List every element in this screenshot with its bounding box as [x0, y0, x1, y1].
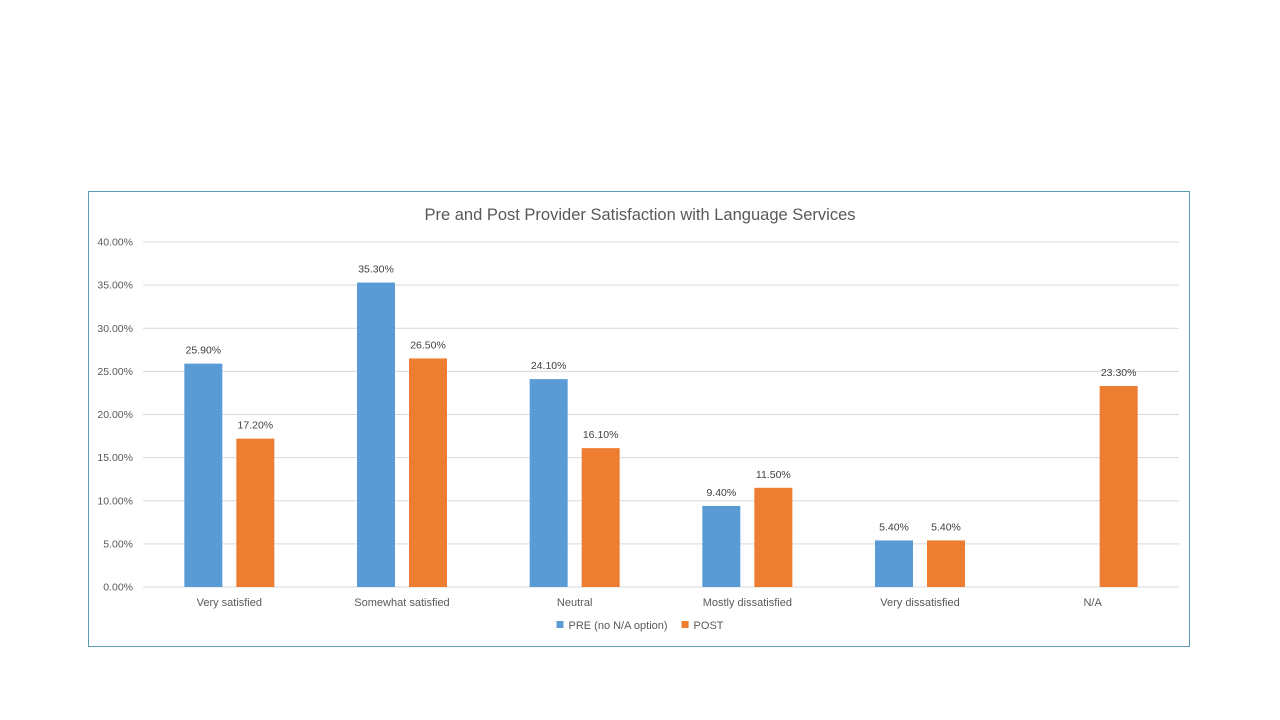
bar-post [1099, 386, 1138, 587]
category-label: Somewhat satisfied [354, 597, 449, 609]
data-label: 26.50% [410, 339, 446, 351]
bar-post [409, 358, 447, 587]
y-tick-label: 15.00% [97, 452, 133, 464]
y-tick-label: 35.00% [97, 280, 133, 292]
data-label: 24.10% [531, 360, 567, 372]
bar-pre [529, 379, 568, 587]
bar-pre [875, 540, 913, 587]
bar-post [754, 487, 793, 587]
bar-post [927, 540, 965, 587]
y-tick-label: 20.00% [97, 409, 133, 421]
y-tick-label: 30.00% [97, 323, 133, 335]
bar-pre [357, 282, 395, 587]
data-label: 9.40% [706, 487, 736, 499]
category-label: N/A [1083, 597, 1102, 609]
bar-chart: Pre and Post Provider Satisfaction with … [97, 206, 1179, 632]
data-label: 5.40% [879, 521, 909, 533]
data-label: 16.10% [583, 429, 619, 441]
y-tick-label: 0.00% [103, 582, 133, 594]
chart-frame: Pre and Post Provider Satisfaction with … [88, 191, 1190, 647]
data-label: 5.40% [931, 521, 961, 533]
data-label: 35.30% [358, 264, 394, 276]
y-tick-label: 5.00% [103, 538, 133, 550]
legend-swatch [681, 621, 689, 628]
category-label: Very satisfied [197, 597, 262, 609]
y-tick-label: 40.00% [97, 237, 133, 249]
data-label: 23.30% [1101, 367, 1137, 379]
category-label: Mostly dissatisfied [703, 597, 792, 609]
y-tick-label: 25.00% [97, 366, 133, 378]
category-label: Neutral [557, 597, 592, 609]
bar-post [581, 448, 620, 587]
data-label: 17.20% [238, 420, 274, 432]
legend-swatch [556, 621, 564, 628]
legend-label: POST [694, 620, 724, 632]
bar-post [236, 438, 275, 587]
legend-label: PRE (no N/A option) [568, 620, 667, 632]
data-label: 11.50% [756, 469, 791, 481]
category-label: Very dissatisfied [880, 597, 959, 609]
chart-title: Pre and Post Provider Satisfaction with … [424, 206, 855, 224]
bar-pre [184, 363, 223, 587]
y-tick-label: 10.00% [97, 495, 133, 507]
data-label: 25.90% [186, 345, 222, 357]
bar-pre [702, 505, 741, 587]
